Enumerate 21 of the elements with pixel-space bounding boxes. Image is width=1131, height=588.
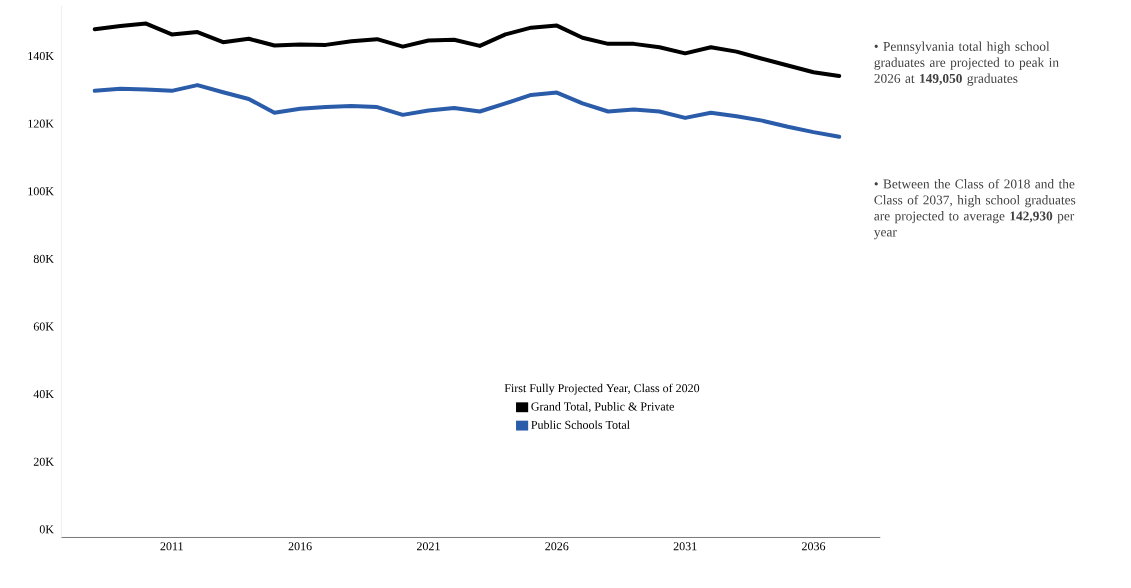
- line-series: [92, 21, 842, 78]
- y-tick-label: 20K: [33, 457, 54, 466]
- x-tick-label: 2031: [673, 542, 697, 551]
- y-tick-label: 140K: [28, 51, 54, 61]
- y-tick-label: 60K: [33, 322, 54, 331]
- y-tick-label: 100K: [28, 187, 54, 196]
- legend-label: Public Schools Total: [531, 420, 630, 429]
- y-tick-label: 40K: [33, 389, 54, 399]
- y-tick-label: 120K: [28, 119, 54, 128]
- x-tick-label: 2016: [288, 542, 312, 551]
- x-tick-label: 2036: [802, 542, 826, 551]
- x-tick-label: 2011: [160, 542, 183, 551]
- text: • Between the Class of 2018 and the Class of 2037, high school graduates are projected to average 142,930 per year: [874, 178, 1076, 240]
- legend-title: First Fully Projected Year, Class of 2020: [504, 383, 700, 395]
- y-tick-label: 80K: [33, 254, 54, 263]
- legend-label: Grand Total, Public & Private: [531, 402, 674, 413]
- annotation: • Pennsylvania total high school graduates are projected to peak in 2026 at 149,050 graduates: [874, 41, 1059, 86]
- x-tick-label: 2026: [545, 542, 569, 551]
- y-tick-label: 0K: [39, 525, 54, 534]
- line-series: [92, 83, 842, 139]
- x-tick-label: 2021: [416, 542, 440, 551]
